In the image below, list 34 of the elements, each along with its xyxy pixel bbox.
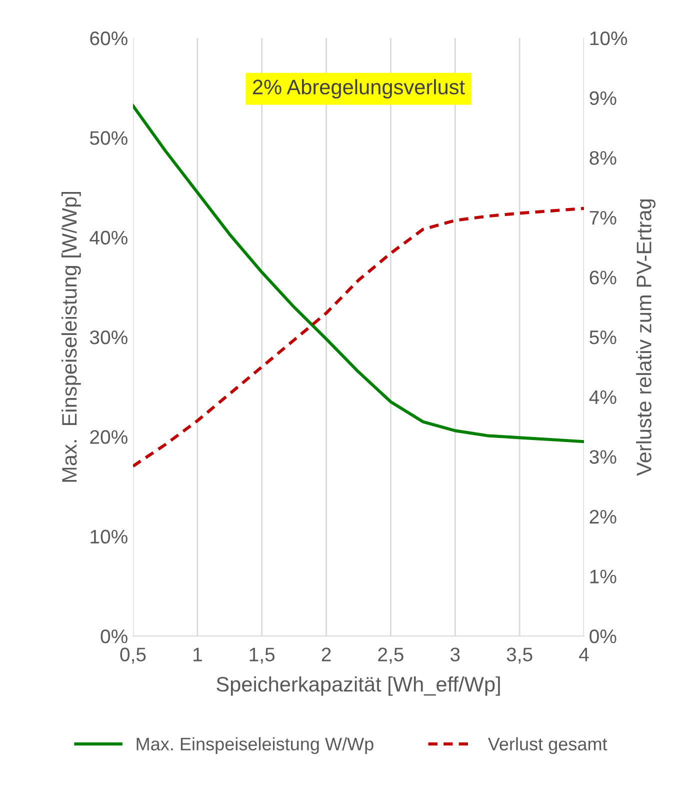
y-tick-label: 0% [100, 629, 128, 644]
y2-axis-title: Verluste relativ zum PV-Ertrag [636, 199, 656, 476]
y-tick-label: 40% [90, 230, 128, 245]
x-tick-label: 4 [579, 648, 589, 662]
x-tick-label: 1 [194, 648, 202, 662]
y2-tick-label: 7% [590, 210, 616, 225]
x-tick-label: 2 [322, 648, 331, 662]
legend-label: Max. Einspeiseleistung W/Wp [136, 737, 374, 754]
y2-tick-label: 1% [590, 570, 616, 584]
legend-label: Verlust gesamt [488, 737, 608, 754]
x-tick-label: 2,5 [378, 648, 404, 664]
annotation: 2% Abregelungsverlust [253, 79, 465, 99]
x-tick-label: 3 [450, 648, 460, 662]
y-tick-label: 10% [90, 530, 128, 544]
x-tick-label: 0,5 [120, 648, 146, 664]
y-tick-label: 60% [90, 31, 128, 46]
y-tick-label: 50% [90, 131, 128, 145]
y2-tick-label: 10% [590, 31, 628, 46]
y2-tick-label: 3% [590, 450, 616, 464]
y2-tick-label: 8% [590, 151, 616, 165]
line-series [133, 104, 584, 444]
y2-tick-label: 4% [589, 390, 616, 404]
x-tick-label: 3,5 [506, 648, 532, 664]
y-tick-label: 30% [90, 330, 128, 344]
y-tick-label: 20% [90, 430, 128, 444]
x-tick-label: 1,5 [250, 648, 275, 664]
y2-tick-label: 9% [590, 91, 616, 106]
y2-tick-label: 6% [590, 270, 616, 284]
y2-tick-label: 2% [590, 510, 616, 524]
y-axis-title: Max. Einspeiseleistung [W/Wp] [61, 192, 81, 482]
y2-tick-label: 5% [590, 330, 616, 344]
line-series [133, 206, 584, 468]
y2-tick-label: 0% [590, 629, 616, 644]
x-axis-title: Speicherkapazität [Wh_eff/Wp] [216, 676, 500, 696]
